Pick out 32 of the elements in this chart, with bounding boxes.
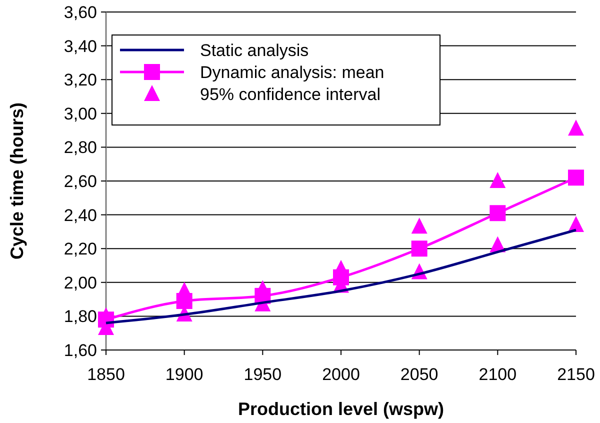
y-tick-label: 2,40: [64, 206, 97, 225]
point: [490, 172, 506, 188]
y-tick-label: 1,80: [64, 307, 97, 326]
legend-label: Dynamic analysis: mean: [200, 62, 384, 82]
y-tick-label: 3,00: [64, 104, 97, 124]
point: [411, 218, 428, 234]
y-tick-label: 3,20: [64, 70, 97, 90]
point: [98, 312, 114, 328]
x-tick-label: 1850: [87, 365, 125, 384]
point: [568, 170, 584, 186]
point: [333, 269, 349, 286]
legend-label: Static analysis: [200, 40, 309, 60]
point: [411, 240, 428, 257]
x-tick-label: 2050: [400, 365, 438, 384]
x-tick-label: 2150: [557, 365, 595, 384]
point: [568, 120, 584, 136]
y-tick-label: 1,60: [64, 340, 97, 360]
x-tick-label: 2000: [322, 365, 360, 384]
point: [176, 292, 192, 309]
y-tick-label: 2,00: [64, 273, 97, 292]
y-tick-label: 3,40: [64, 36, 97, 56]
y-tick-label: 3,60: [64, 2, 97, 22]
x-tick-label: 2100: [478, 365, 517, 384]
y-tick-label: 2,60: [64, 172, 97, 191]
y-axis-title: Cycle time (hours): [7, 102, 27, 260]
x-axis-title: Production level (wspw): [238, 399, 444, 419]
point: [490, 205, 506, 222]
x-tick-label: 1950: [244, 365, 282, 384]
x-tick-label: 1900: [165, 365, 204, 384]
y-tick-label: 2,20: [64, 240, 97, 259]
y-tick-label: 2,80: [64, 138, 97, 158]
legend-label: 95% confidence interval: [200, 84, 381, 104]
